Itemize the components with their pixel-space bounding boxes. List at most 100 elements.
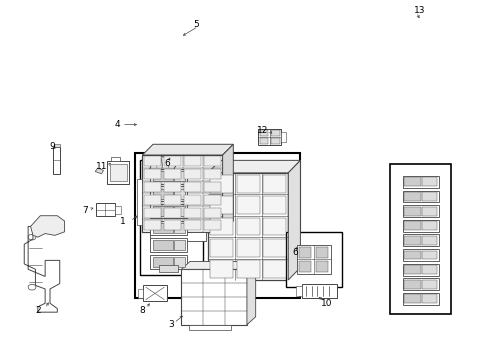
Bar [150,238,186,252]
Bar [236,217,259,235]
Bar [203,208,221,217]
Polygon shape [142,144,233,155]
Bar [236,196,259,214]
Bar [152,240,172,250]
Text: 8: 8 [139,306,144,315]
Bar [203,220,221,230]
Bar [174,257,184,267]
Bar [183,195,201,205]
Text: 6: 6 [291,248,297,257]
Bar [422,192,436,201]
Bar [404,251,420,260]
Bar [271,138,280,144]
Bar [422,265,436,274]
Text: 12: 12 [256,126,267,135]
Bar [163,208,181,217]
Bar [159,265,178,272]
Bar [404,265,420,274]
Bar [111,157,120,161]
Bar [150,186,186,201]
Bar [404,177,420,186]
Bar [209,196,232,214]
Text: 7: 7 [82,206,88,215]
Bar [203,195,221,205]
Text: 5: 5 [193,20,199,29]
Polygon shape [222,144,233,232]
Polygon shape [30,216,64,237]
Bar [263,217,286,235]
Bar [174,171,184,181]
Bar [389,164,450,314]
Bar [404,221,420,230]
Bar [402,293,438,305]
Bar [281,132,286,142]
Bar [143,220,161,230]
Bar [152,171,172,181]
Bar [143,285,166,301]
Text: 6: 6 [164,159,170,168]
Bar [53,147,60,174]
Bar [107,161,129,184]
Bar [263,175,286,193]
Bar [402,220,438,231]
Bar [152,223,172,233]
Bar [203,169,221,179]
Text: 3: 3 [168,320,174,329]
Bar [315,247,328,258]
Bar [301,284,336,298]
Bar [152,206,172,216]
Bar [174,240,184,250]
Bar [209,175,232,193]
Polygon shape [181,261,255,269]
Bar [209,260,232,278]
Bar [137,289,143,298]
Bar [404,280,420,289]
Bar [143,182,161,192]
Bar [236,260,259,278]
Bar [209,217,232,235]
Bar [422,280,436,289]
Bar [285,232,341,287]
Polygon shape [207,160,300,173]
Bar [422,207,436,216]
Polygon shape [95,168,103,174]
Bar [152,189,172,199]
Bar [135,153,300,298]
Text: 9: 9 [49,141,55,150]
Bar [183,182,201,192]
Bar [152,257,172,267]
Bar [115,206,120,214]
Text: 10: 10 [321,299,332,308]
Bar [422,221,436,230]
Bar [402,278,438,290]
Bar [209,239,232,257]
Bar [298,247,311,258]
Text: 13: 13 [413,6,425,15]
Bar [183,169,201,179]
Bar [402,190,438,202]
Bar [181,269,246,325]
Bar [143,195,161,205]
Bar [258,129,281,145]
Bar [422,236,436,245]
Bar [150,255,186,269]
Bar [183,220,201,230]
Bar [259,138,268,144]
Bar [174,189,184,199]
Polygon shape [24,226,60,312]
Bar [140,160,203,275]
Bar [263,260,286,278]
Bar [203,182,221,192]
Bar [402,234,438,246]
Bar [263,196,286,214]
Bar [259,130,268,136]
Bar [183,157,201,166]
Bar [143,208,161,217]
Text: 11: 11 [96,162,107,171]
Bar [404,192,420,201]
Bar [174,223,184,233]
Text: 1: 1 [120,217,125,226]
Bar [143,169,161,179]
Bar [236,175,259,193]
Bar [143,157,161,166]
